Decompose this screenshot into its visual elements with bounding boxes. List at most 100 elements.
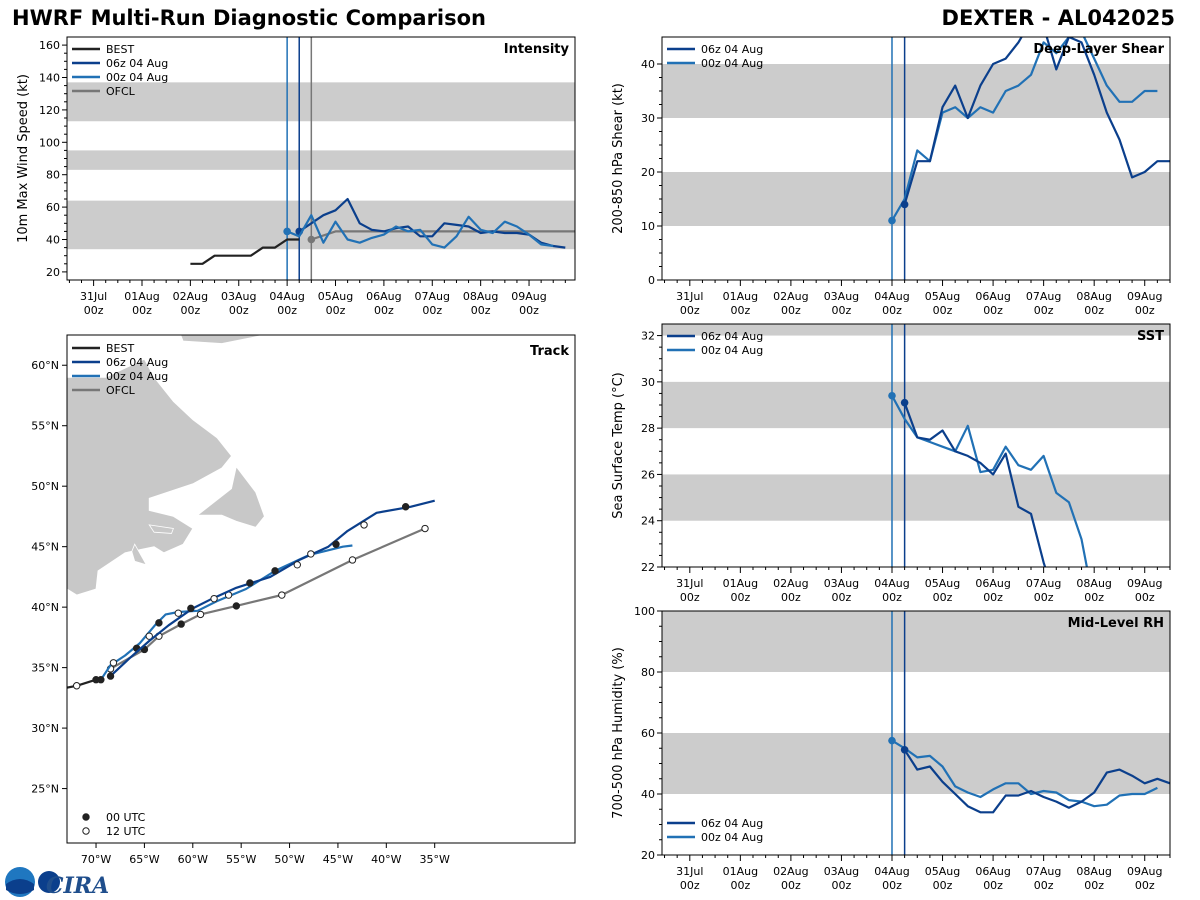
intensity-xtick-day: 05Aug — [318, 290, 353, 303]
track-point — [106, 672, 115, 680]
track-ytick-label: 50°N — [31, 480, 59, 493]
sst-ytick-label: 24 — [641, 515, 655, 528]
intensity-band-2 — [67, 82, 575, 122]
track-panel: 70°W 65°W 60°W 55°W 50°W 45°W 40°W 35°W 25°N 30°N… — [31, 334, 576, 866]
intensity-ylabel: 10m Max Wind Speed (kt) — [16, 74, 31, 243]
rh-xtick-hour: 00z — [1084, 879, 1104, 892]
intensity-xtick-hour: 00z — [229, 304, 249, 317]
rh-xtick-day: 02Aug — [773, 865, 808, 878]
rh-xtick-hour: 00z — [983, 879, 1003, 892]
sst-init-marker-1 — [900, 398, 909, 407]
intensity-series-0 — [190, 238, 300, 265]
rh-init-marker-0 — [888, 736, 896, 745]
intensity-xtick-hour: 00z — [422, 304, 442, 317]
rh-xtick-day: 31Jul — [676, 865, 703, 878]
figure-title: HWRF Multi-Run Diagnostic Comparison — [12, 6, 487, 30]
track-ytick-label: 25°N — [31, 783, 59, 796]
sst-band-0 — [662, 474, 1170, 521]
track-xtick-label: 55°W — [226, 853, 256, 866]
sst-xtick-day: 03Aug — [824, 577, 859, 590]
rh-xtick-day: 03Aug — [824, 865, 859, 878]
track-point — [177, 620, 185, 628]
intensity-xtick-day: 08Aug — [463, 290, 498, 303]
intensity-xtick-day: 31Jul — [80, 290, 107, 303]
shear-xtick-hour: 00z — [1084, 304, 1104, 317]
shear-init-marker-0 — [888, 216, 896, 225]
rh-xtick-day: 08Aug — [1076, 865, 1111, 878]
sst-legend-label: 00z 04 Aug — [701, 344, 763, 357]
intensity-ytick-label: 120 — [39, 104, 60, 117]
sst-title: SST — [1137, 329, 1164, 344]
sst-ytick-label: 22 — [641, 561, 655, 574]
intensity-series-3 — [286, 214, 554, 249]
intensity-plot-area — [67, 37, 575, 280]
shear-xtick-day: 31Jul — [676, 290, 703, 303]
intensity-legend-label: 00z 04 Aug — [106, 71, 168, 84]
land-mass-3 — [131, 543, 148, 566]
sst-xtick-day: 02Aug — [773, 577, 808, 590]
rh-band-1 — [662, 611, 1170, 672]
track-marker-legend-symbol — [82, 827, 90, 835]
intensity-ytick-label: 140 — [39, 72, 60, 85]
intensity-ytick-label: 60 — [46, 201, 60, 214]
shear-xtick-hour: 00z — [933, 304, 953, 317]
rh-ytick-label: 80 — [641, 666, 655, 679]
rh-xtick-day: 04Aug — [874, 865, 909, 878]
sst-xtick-day: 08Aug — [1076, 577, 1111, 590]
track-marker-legend-label: 12 UTC — [106, 825, 146, 838]
shear-xtick-day: 08Aug — [1076, 290, 1111, 303]
rh-init-marker-1 — [900, 745, 909, 754]
track-point — [196, 610, 205, 619]
sst-xtick-day: 09Aug — [1127, 577, 1162, 590]
sst-init-marker-0 — [888, 391, 896, 400]
storm-title: DEXTER - AL042025 — [941, 6, 1175, 30]
rh-xtick-day: 06Aug — [975, 865, 1010, 878]
shear-xtick-hour: 00z — [983, 304, 1003, 317]
shear-ytick-label: 20 — [641, 166, 655, 179]
sst-frame — [661, 323, 1171, 568]
shear-ytick-label: 10 — [641, 220, 655, 233]
intensity-legend-label: OFCL — [106, 85, 136, 98]
rh-ylabel: 700-500 hPa Humidity (%) — [611, 647, 626, 819]
intensity-xtick-day: 09Aug — [511, 290, 546, 303]
intensity-xtick-day: 03Aug — [221, 290, 256, 303]
track-point — [421, 524, 429, 533]
intensity-ytick-label: 20 — [46, 266, 60, 279]
sst-xtick-hour: 00z — [1135, 591, 1155, 604]
track-ytick-label: 60°N — [31, 359, 59, 372]
track-xtick-label: 45°W — [323, 853, 353, 866]
sst-series-0 — [891, 395, 1088, 567]
rh-plot-area — [662, 611, 1170, 855]
rh-xtick-hour: 00z — [933, 879, 953, 892]
sst-ytick-label: 28 — [641, 422, 655, 435]
shear-title: Deep-Layer Shear — [1033, 42, 1164, 57]
shear-band-0 — [662, 172, 1170, 226]
shear-init-marker-1 — [900, 200, 909, 209]
track-point — [145, 632, 153, 640]
track-frame — [66, 334, 576, 844]
intensity-xtick-hour: 00z — [132, 304, 152, 317]
shear-plot-area — [662, 37, 1170, 280]
sst-xtick-hour: 00z — [882, 591, 902, 604]
shear-xtick-hour: 00z — [781, 304, 801, 317]
intensity-xtick-hour: 00z — [84, 304, 104, 317]
intensity-band-1 — [67, 150, 575, 170]
track-point — [155, 619, 163, 627]
track-point — [401, 503, 410, 511]
shear-ylabel: 200-850 hPa Shear (kt) — [611, 83, 626, 234]
sst-xtick-day: 04Aug — [874, 577, 909, 590]
track-point — [293, 561, 301, 569]
sst-ylabel: Sea Surface Temp (°C) — [611, 372, 626, 519]
rh-ytick-label: 100 — [634, 605, 655, 618]
track-ytick-label: 35°N — [31, 662, 59, 675]
track-point — [210, 594, 218, 603]
track-ytick-label: 45°N — [31, 541, 59, 554]
shear-xtick-day: 03Aug — [824, 290, 859, 303]
intensity-init-marker-3 — [283, 227, 291, 236]
rh-xtick-hour: 00z — [781, 879, 801, 892]
intensity-xtick-hour: 00z — [471, 304, 491, 317]
shear-panel: 01020304031Jul00z01Aug00z02Aug00z03Aug00… — [611, 36, 1171, 317]
track-marker-legend-symbol — [82, 813, 90, 821]
intensity-xtick-hour: 00z — [277, 304, 297, 317]
intensity-panel: 2040608010012014016031Jul00z01Aug00z02Au… — [16, 36, 576, 317]
